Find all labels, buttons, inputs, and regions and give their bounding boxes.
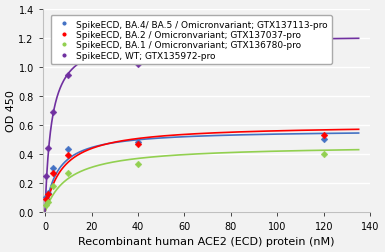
X-axis label: Recombinant human ACE2 (ECD) protein (nM): Recombinant human ACE2 (ECD) protein (nM… bbox=[78, 237, 335, 246]
Point bbox=[43, 197, 49, 201]
Point bbox=[321, 58, 327, 62]
Point bbox=[321, 138, 327, 142]
Point bbox=[50, 110, 56, 114]
Point bbox=[65, 153, 71, 158]
Point bbox=[321, 152, 327, 156]
Point bbox=[45, 193, 51, 197]
Point bbox=[321, 133, 327, 137]
Point bbox=[135, 162, 141, 166]
Legend: SpikeECD, BA.4/ BA.5 / Omicronvariant; GTX137113-pro, SpikeECD, BA.2 / Omicronva: SpikeECD, BA.4/ BA.5 / Omicronvariant; G… bbox=[50, 16, 332, 65]
Point bbox=[135, 141, 141, 145]
Point bbox=[135, 142, 141, 146]
Point bbox=[43, 174, 49, 178]
Point bbox=[45, 146, 51, 150]
Point bbox=[43, 203, 49, 207]
Point bbox=[43, 196, 49, 200]
Point bbox=[135, 62, 141, 67]
Y-axis label: OD 450: OD 450 bbox=[5, 90, 15, 132]
Point bbox=[50, 171, 56, 175]
Point bbox=[50, 184, 56, 188]
Point bbox=[65, 148, 71, 152]
Point bbox=[65, 171, 71, 175]
Point bbox=[45, 191, 51, 195]
Point bbox=[50, 167, 56, 171]
Point bbox=[45, 200, 51, 204]
Point bbox=[65, 74, 71, 78]
